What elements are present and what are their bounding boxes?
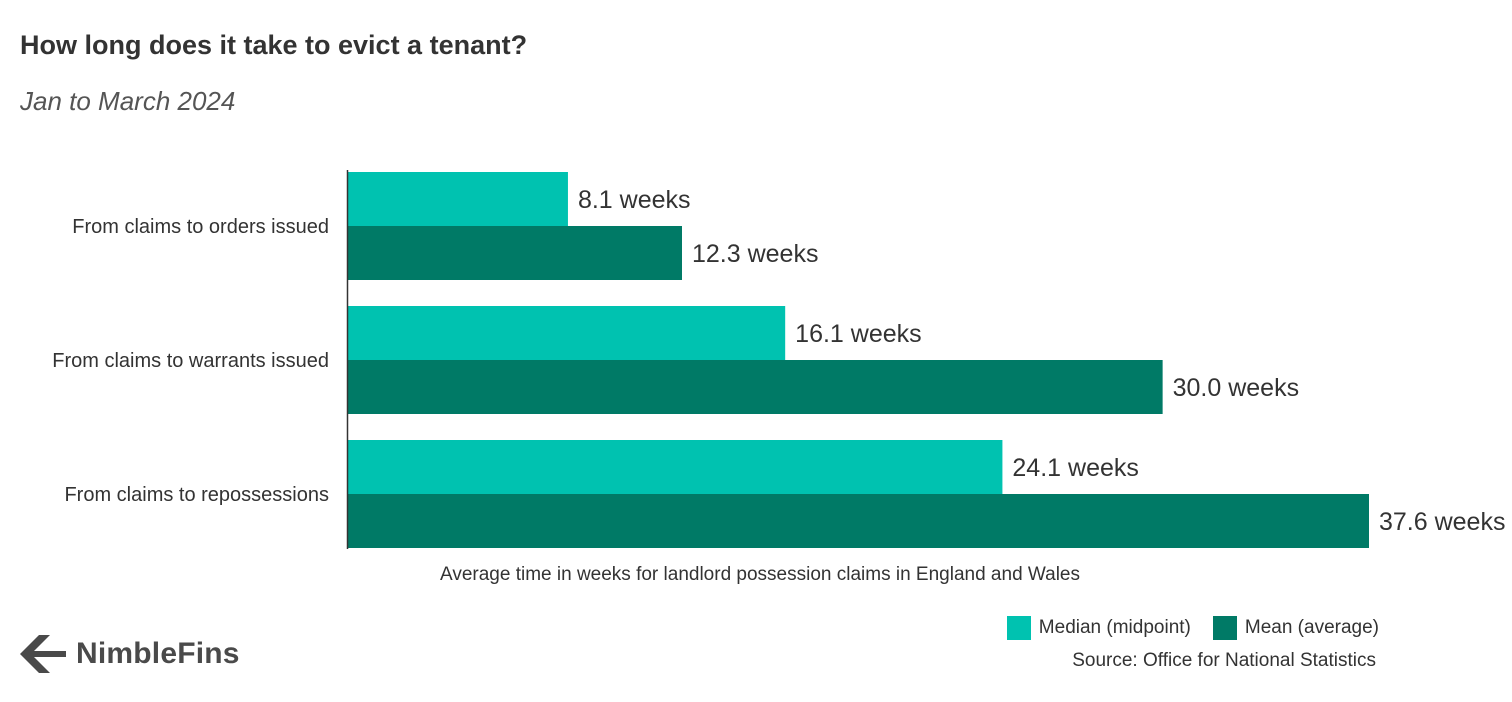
chart-subtitle: Jan to March 2024 — [20, 86, 236, 116]
mean-bar — [348, 494, 1369, 548]
median-value-label: 24.1 weeks — [1012, 454, 1138, 482]
logo-arrow-icon — [20, 635, 66, 673]
legend-swatch-mean — [1212, 616, 1237, 640]
mean-bar — [348, 226, 682, 280]
legend: Median (midpoint) Mean (average) — [985, 616, 1379, 640]
median-bar — [348, 306, 786, 360]
nimblefins-logo: NimbleFins — [20, 634, 240, 674]
median-value-label: 16.1 weeks — [795, 320, 921, 348]
mean-bar — [348, 360, 1163, 414]
source-note: Source: Office for National Statistics — [1072, 650, 1376, 671]
x-axis-label: Average time in weeks for landlord posse… — [440, 564, 1080, 585]
legend-item-mean: Mean (average) — [1212, 616, 1379, 640]
legend-swatch-median — [1006, 616, 1031, 640]
mean-value-label: 12.3 weeks — [692, 240, 818, 268]
legend-label-median: Median (midpoint) — [1038, 617, 1191, 638]
mean-value-label: 30.0 weeks — [1173, 374, 1299, 402]
category-label: From claims to repossessions — [64, 484, 329, 506]
logo-text: NimbleFins — [76, 637, 240, 670]
legend-item-median: Median (midpoint) — [1006, 616, 1191, 640]
median-bar — [348, 172, 568, 226]
median-bar — [348, 440, 1003, 494]
chart-title: How long does it take to evict a tenant? — [20, 30, 528, 60]
category-label: From claims to orders issued — [72, 216, 329, 238]
mean-value-label: 37.6 weeks — [1379, 508, 1505, 536]
bar-chart: From claims to orders issued 8.1 weeks12.… — [52, 170, 1505, 585]
median-value-label: 8.1 weeks — [578, 186, 691, 214]
category-label: From claims to warrants issued — [52, 350, 329, 372]
legend-label-mean: Mean (average) — [1244, 617, 1379, 638]
